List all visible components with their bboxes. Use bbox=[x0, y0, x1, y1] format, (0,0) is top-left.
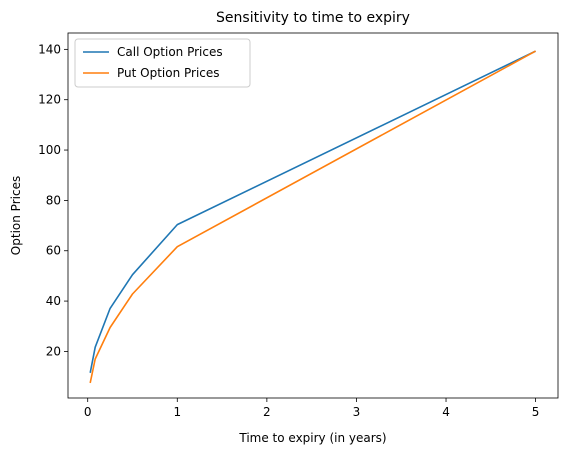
y-tick-label: 20 bbox=[46, 344, 61, 358]
series-line-2 bbox=[89, 50, 536, 384]
y-tick-label: 60 bbox=[46, 244, 61, 258]
legend-label-1: Call Option Prices bbox=[117, 45, 223, 59]
plot-area bbox=[89, 50, 536, 384]
x-tick-label: 0 bbox=[84, 405, 92, 419]
y-tick-label: 80 bbox=[46, 193, 61, 207]
x-tick-label: 4 bbox=[442, 405, 450, 419]
legend-label-2: Put Option Prices bbox=[117, 66, 220, 80]
x-tick-label: 2 bbox=[263, 405, 271, 419]
y-axis: 20 40 60 80 100 120 140 bbox=[38, 42, 68, 358]
x-axis-label: Time to expiry (in years) bbox=[238, 431, 386, 445]
y-axis-label: Option Prices bbox=[9, 176, 23, 255]
series-line-1 bbox=[89, 50, 536, 373]
plot-frame bbox=[67, 32, 559, 399]
x-tick-label: 3 bbox=[353, 405, 361, 419]
y-tick-label: 140 bbox=[38, 42, 61, 56]
x-axis: 0 1 2 3 4 5 bbox=[84, 398, 540, 419]
x-tick-label: 1 bbox=[173, 405, 181, 419]
y-tick-label: 120 bbox=[38, 93, 61, 107]
y-tick-label: 100 bbox=[38, 143, 61, 157]
y-tick-label: 40 bbox=[46, 294, 61, 308]
x-tick-label: 5 bbox=[532, 405, 540, 419]
legend: Call Option Prices Put Option Prices bbox=[74, 38, 251, 88]
chart-title: Sensitivity to time to expiry bbox=[216, 10, 410, 26]
legend-box bbox=[74, 38, 251, 88]
